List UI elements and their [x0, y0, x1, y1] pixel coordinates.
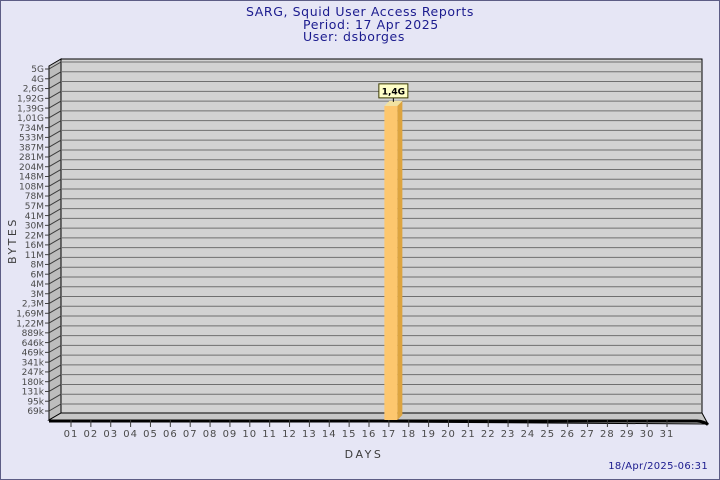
bar-front-face [384, 105, 398, 420]
x-tick-label: 10 [242, 429, 257, 440]
bar-side-face [397, 100, 403, 420]
y-tick-label: 1,69M [16, 309, 44, 319]
y-tick-label: 247k [22, 368, 45, 378]
y-tick-label: 148M [19, 173, 44, 183]
y-tick-label: 22M [25, 231, 44, 241]
y-tick-label: 204M [19, 163, 44, 173]
y-tick-label: 8M [31, 261, 45, 271]
x-tick-label: 31 [660, 429, 675, 440]
x-tick-label: 26 [560, 429, 575, 440]
x-tick-label: 22 [481, 429, 496, 440]
x-tick-label: 04 [123, 429, 138, 440]
x-tick-label: 05 [143, 429, 158, 440]
y-tick-label: 341k [22, 358, 45, 368]
y-tick-label: 5G [31, 65, 44, 75]
data-bar-day-17: 1,4G [378, 83, 409, 420]
x-axis-title: DAYS [344, 448, 384, 461]
x-tick-label: 27 [580, 429, 595, 440]
y-tick-label: 1,92G [17, 95, 44, 105]
x-tick-label: 14 [322, 429, 337, 440]
y-tick-label: 889k [22, 329, 45, 339]
y-tick-label: 2,3M [22, 300, 44, 310]
y-tick-label: 4M [31, 280, 45, 290]
x-tick-label: 18 [401, 429, 416, 440]
value-flag-box [378, 83, 409, 99]
bar-top-face [384, 100, 403, 106]
y-tick-label: 30M [25, 222, 44, 232]
x-tick-label: 06 [163, 429, 178, 440]
floor-front-edge [49, 419, 709, 426]
y-tick-label: 16M [25, 241, 44, 251]
value-flag-label: 1,4G [382, 87, 405, 97]
x-tick-label: 23 [501, 429, 516, 440]
y-tick-label: 734M [19, 124, 44, 134]
y-tick-label: 95k [27, 397, 44, 407]
y-tick-label: 3M [31, 290, 45, 300]
x-tick-label: 03 [103, 429, 118, 440]
x-tick-label: 01 [64, 429, 79, 440]
x-tick-label: 30 [640, 429, 655, 440]
x-tick-label: 12 [282, 429, 297, 440]
y-tick-label: 6M [31, 270, 45, 280]
x-tick-label: 29 [620, 429, 635, 440]
y-tick-label: 69k [27, 407, 44, 417]
y-tick-label: 646k [22, 339, 45, 349]
x-tick-label: 21 [461, 429, 476, 440]
x-tick-label: 08 [203, 429, 218, 440]
x-tick-label: 09 [223, 429, 238, 440]
y-tick-label: 41M [25, 212, 44, 222]
x-tick-label: 19 [421, 429, 436, 440]
x-axis-ticks: 01 02 03 04 05 06 07 08 09 10 11 12 13 14 15 16 17 18 19 20… [64, 420, 675, 440]
x-tick-label: 16 [362, 429, 377, 440]
y-tick-label: 1,22M [16, 319, 44, 329]
x-tick-label: 11 [262, 429, 277, 440]
x-tick-label: 28 [600, 429, 615, 440]
y-tick-label: 1,01G [17, 114, 44, 124]
x-tick-label: 20 [441, 429, 456, 440]
x-tick-label: 07 [183, 429, 198, 440]
x-tick-label: 02 [83, 429, 98, 440]
y-tick-label: 4G [31, 75, 44, 85]
chart-period: Period: 17 Apr 2025 [303, 17, 439, 32]
y-tick-label: 281M [19, 153, 44, 163]
x-tick-label: 15 [342, 429, 357, 440]
y-axis-ticks: 5G4G2,6G1,92G1,39G1,01G734M533M387M281M2… [16, 65, 45, 417]
y-tick-label: 108M [19, 182, 44, 192]
y-tick-label: 131k [22, 388, 45, 398]
y-tick-label: 57M [25, 202, 44, 212]
y-gridlines [45, 61, 702, 412]
y-tick-label: 1,39G [17, 104, 44, 114]
x-tick-label: 17 [381, 429, 396, 440]
x-tick-label: 13 [302, 429, 317, 440]
y-tick-label: 387M [19, 143, 44, 153]
plot-back-panel [60, 58, 703, 414]
y-tick-label: 469k [22, 349, 45, 359]
y-tick-label: 533M [19, 134, 44, 144]
x-tick-label: 25 [540, 429, 555, 440]
y-tick-label: 2,6G [23, 85, 44, 95]
chart-user: User: dsborges [303, 29, 405, 44]
x-tick-label: 24 [521, 429, 536, 440]
y-tick-label: 78M [25, 192, 44, 202]
generation-timestamp: 18/Apr/2025-06:31 [608, 461, 708, 472]
y-tick-label: 180k [22, 378, 45, 388]
chart-title: SARG, Squid User Access Reports [246, 4, 474, 19]
y-tick-label: 11M [25, 251, 44, 261]
